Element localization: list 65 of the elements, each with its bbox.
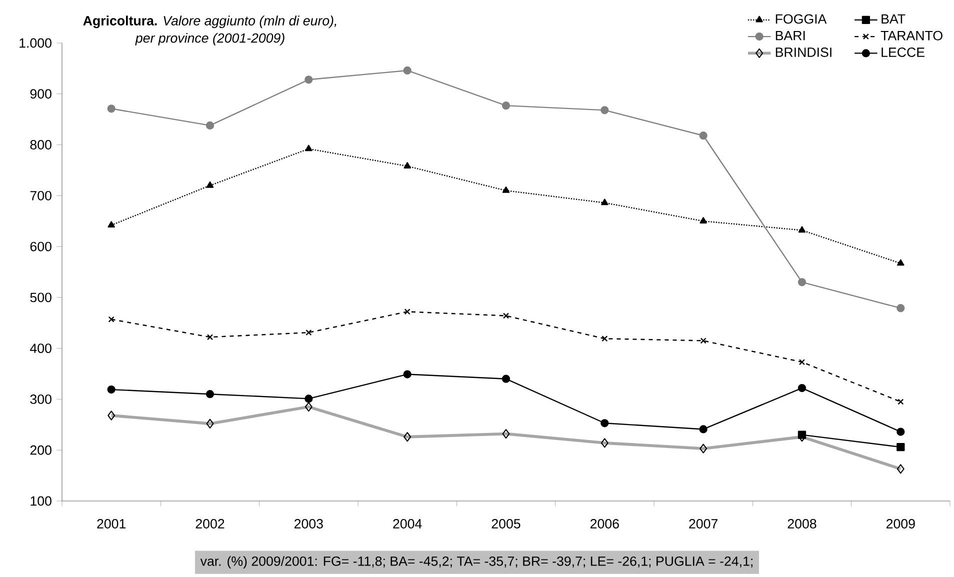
point [306,329,312,336]
legend-label: FOGGIA [776,14,827,24]
point [896,304,905,312]
y-tick-label: 200 [30,445,52,455]
legend-label: BRINDISI [776,48,832,57]
point [206,390,214,398]
legend-label: LECCE [882,48,924,57]
chart-subtitle: per province (2001-2009) [135,32,284,46]
point [502,186,510,193]
y-tick-label: 500 [30,292,52,302]
point [304,394,313,403]
point [107,385,116,394]
legend-label: BAT [882,14,906,24]
point [699,425,708,434]
x-tick-label: 2009 [886,519,915,528]
x-tick-label: 2002 [196,519,224,528]
point [206,334,214,340]
x-tick-label: 2008 [788,519,816,528]
x-tick-label: 2007 [689,519,718,528]
y-tick-label: 300 [30,394,52,404]
point [502,374,510,383]
point [305,144,312,152]
y-tick-label: 100 [30,496,52,506]
point [798,226,806,233]
point [304,76,313,84]
text: var. (%) 2009/2001: FG= -11,8; BA= -45,2; TA= -35,7; BR= -39,7; LE= -26,1; PUGLIA = -24,1; [200,556,752,569]
legend-label: TARANTO [880,30,942,40]
x-tick-label: 2001 [97,519,126,528]
point [206,181,214,188]
chart-title: Agricoltura. Valore aggiunto (mln di euro), [83,16,336,28]
point [700,217,707,224]
point [108,221,115,228]
y-tick-label: 700 [30,190,52,200]
point [896,442,905,452]
point [699,132,708,140]
y-tick-label: 800 [30,140,52,150]
point [403,66,412,75]
point [798,384,806,392]
point [502,102,510,110]
point [107,104,116,113]
point [700,338,706,344]
point [404,308,410,315]
point [108,316,114,322]
point [403,370,412,378]
x-tick-label: 2003 [294,519,323,528]
point [798,359,806,366]
x-tick-label: 2005 [492,519,520,528]
point [600,419,609,428]
point [602,336,608,342]
x-tick-label: 2006 [590,519,619,528]
legend-label: BARI [776,30,805,40]
point [798,278,806,286]
y-tick-label: 400 [30,344,52,354]
x-tick-label: 2004 [393,519,422,528]
y-tick-label: 1.000 [20,38,52,48]
point [898,398,904,405]
point [896,428,905,436]
point [897,259,904,266]
point [206,121,214,130]
point [601,198,608,206]
point [404,162,411,168]
point [600,106,609,114]
y-tick-label: 600 [30,242,52,252]
point [502,312,510,319]
y-tick-label: 900 [30,89,52,99]
